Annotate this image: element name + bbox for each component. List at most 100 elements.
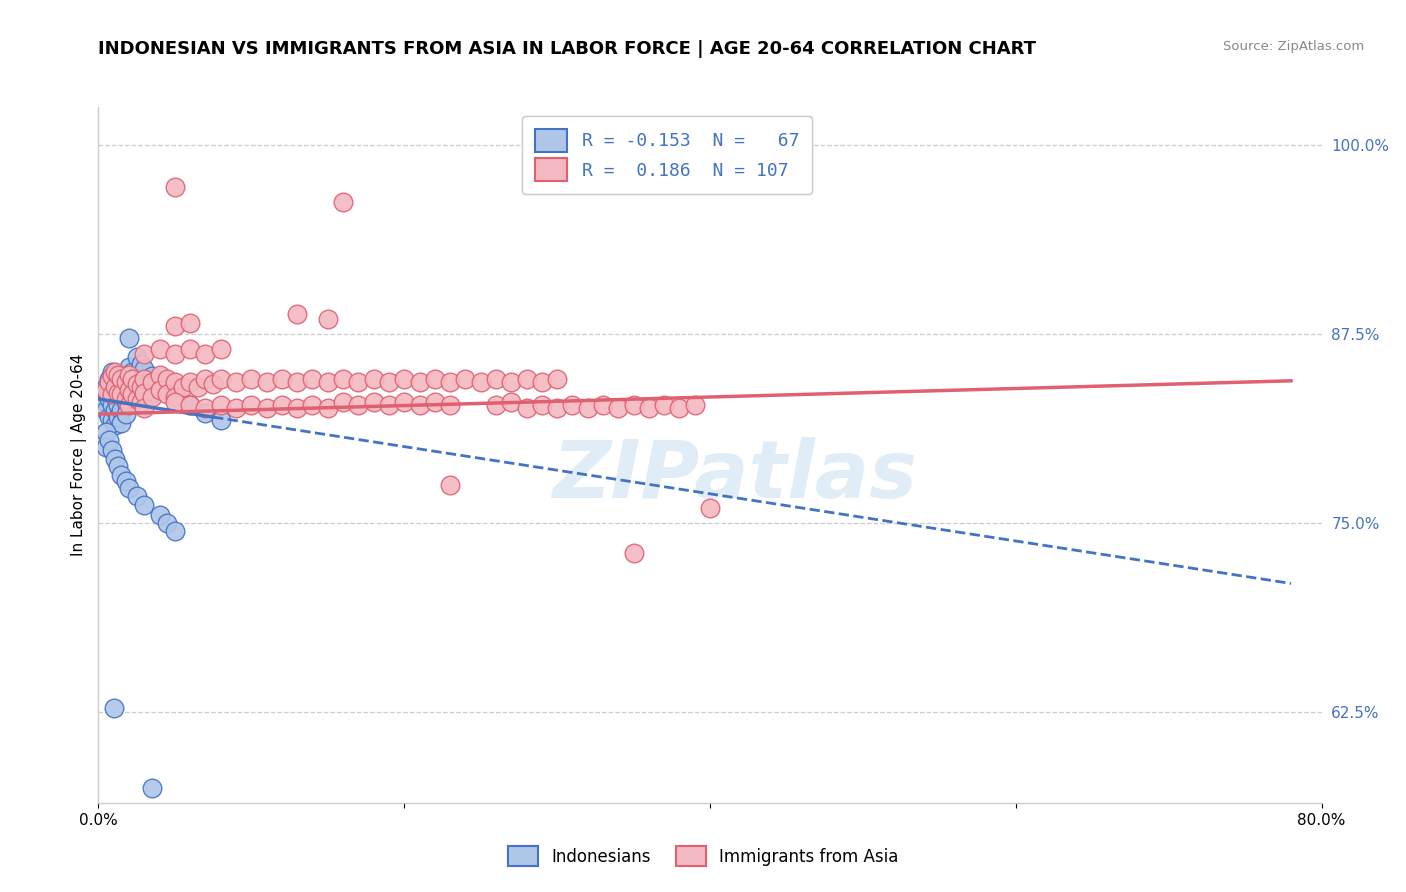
Point [163, 387, 186, 401]
Point [94, 387, 117, 401]
Point [149, 508, 172, 523]
Point [98, 383, 121, 397]
Point [163, 524, 186, 538]
Point [134, 361, 156, 376]
Text: Source: ZipAtlas.com: Source: ZipAtlas.com [1223, 40, 1364, 54]
Point [209, 398, 232, 412]
Point [546, 401, 568, 415]
Point [332, 372, 354, 386]
Point [101, 413, 124, 427]
Point [98, 433, 121, 447]
Point [94, 395, 117, 409]
Point [101, 365, 124, 379]
Point [163, 395, 186, 409]
Point [607, 401, 630, 415]
Point [256, 376, 278, 390]
Point [141, 391, 163, 405]
Point [378, 376, 401, 390]
Point [125, 383, 148, 397]
Point [107, 368, 129, 382]
Point [270, 398, 292, 412]
Point [240, 398, 263, 412]
Point [129, 357, 152, 371]
Point [110, 402, 132, 417]
Point [408, 376, 430, 390]
Point [134, 385, 156, 400]
Point [439, 478, 461, 492]
Point [104, 368, 127, 382]
Point [118, 384, 141, 399]
Point [94, 380, 117, 394]
Point [134, 346, 156, 360]
Point [156, 372, 179, 386]
Point [202, 376, 225, 391]
Point [194, 401, 217, 415]
Point [546, 372, 568, 386]
Point [240, 372, 263, 386]
Point [107, 385, 129, 400]
Point [156, 387, 179, 401]
Point [592, 398, 614, 412]
Point [187, 380, 209, 394]
Point [501, 395, 523, 409]
Point [121, 365, 143, 379]
Point [115, 395, 138, 409]
Point [637, 401, 661, 415]
Point [104, 452, 127, 467]
Point [301, 372, 323, 386]
Point [285, 307, 308, 321]
Point [104, 402, 127, 417]
Point [115, 474, 138, 488]
Point [179, 398, 201, 412]
Point [129, 395, 152, 409]
Point [107, 376, 129, 390]
Point [115, 392, 138, 406]
Point [285, 401, 308, 415]
Point [101, 385, 124, 400]
Point [172, 380, 194, 394]
Point [530, 376, 553, 390]
Point [623, 398, 645, 412]
Point [104, 365, 127, 379]
Point [101, 376, 124, 390]
Point [134, 372, 156, 386]
Point [125, 376, 148, 391]
Point [163, 319, 186, 334]
Point [98, 392, 121, 406]
Point [439, 376, 461, 390]
Point [179, 316, 201, 330]
Point [149, 368, 172, 382]
Legend: Indonesians, Immigrants from Asia: Indonesians, Immigrants from Asia [499, 838, 907, 875]
Point [163, 346, 186, 360]
Point [121, 372, 143, 386]
Point [115, 384, 138, 399]
Point [485, 398, 508, 412]
Point [683, 398, 706, 412]
Point [98, 372, 121, 386]
Point [179, 376, 201, 390]
Point [699, 500, 721, 515]
Point [423, 372, 446, 386]
Point [101, 369, 124, 384]
Point [94, 425, 117, 440]
Text: INDONESIAN VS IMMIGRANTS FROM ASIA IN LABOR FORCE | AGE 20-64 CORRELATION CHART: INDONESIAN VS IMMIGRANTS FROM ASIA IN LA… [98, 40, 1036, 58]
Point [163, 391, 186, 405]
Point [316, 401, 339, 415]
Point [115, 407, 138, 421]
Point [392, 395, 416, 409]
Point [98, 410, 121, 425]
Point [623, 546, 645, 560]
Point [110, 387, 132, 401]
Point [163, 376, 186, 390]
Point [110, 380, 132, 394]
Point [125, 489, 148, 503]
Point [149, 342, 172, 356]
Point [668, 401, 690, 415]
Point [121, 380, 143, 394]
Point [103, 700, 125, 714]
Point [141, 376, 163, 390]
Point [225, 376, 247, 390]
Point [470, 376, 492, 390]
Point [118, 372, 141, 386]
Point [516, 401, 538, 415]
